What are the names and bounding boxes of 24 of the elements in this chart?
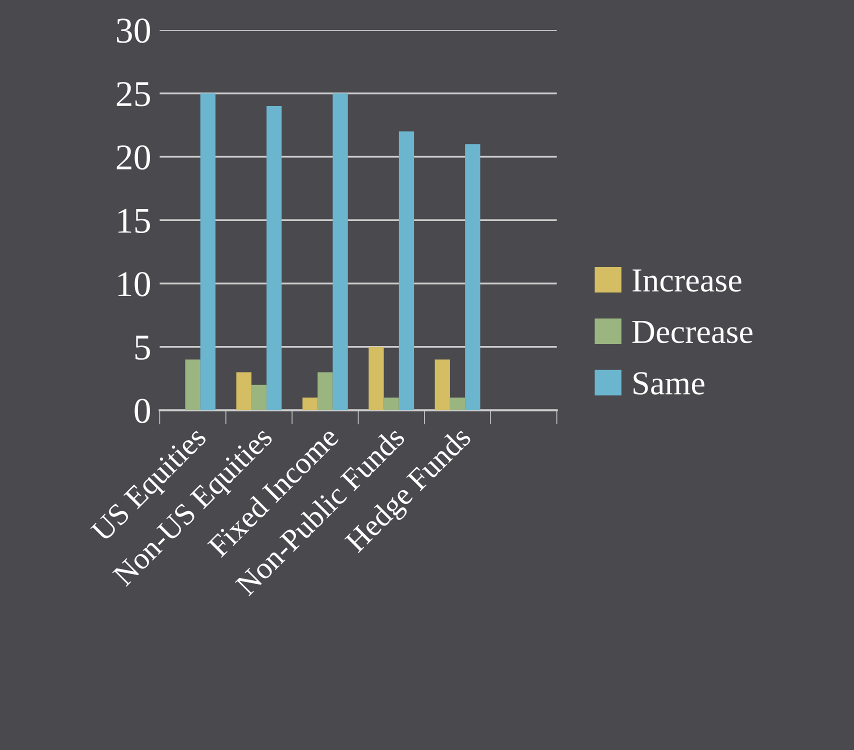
legend-label: Decrease — [632, 320, 752, 344]
bar — [368, 346, 384, 410]
legend-label: Increase — [632, 270, 742, 292]
bar — [384, 398, 399, 410]
bar — [266, 106, 282, 410]
bar — [465, 144, 480, 410]
y-tick-label: 10 — [118, 272, 150, 296]
y-tick-label: 30 — [116, 18, 150, 43]
bar — [236, 372, 252, 410]
y-tick-label: 25 — [116, 82, 150, 106]
bar — [332, 93, 348, 410]
legend-label: Same — [634, 372, 704, 395]
bar — [434, 360, 450, 410]
bar — [398, 131, 414, 410]
y-tick-label: 20 — [116, 145, 150, 170]
y-tick-label: 15 — [118, 208, 150, 234]
y-tick-label: 5 — [135, 336, 150, 360]
y-tick-label: 0 — [134, 398, 150, 424]
bar — [318, 372, 333, 410]
bar — [185, 360, 200, 410]
bar — [302, 398, 318, 410]
bar — [200, 93, 216, 410]
bar — [251, 384, 267, 410]
bar — [450, 398, 466, 410]
